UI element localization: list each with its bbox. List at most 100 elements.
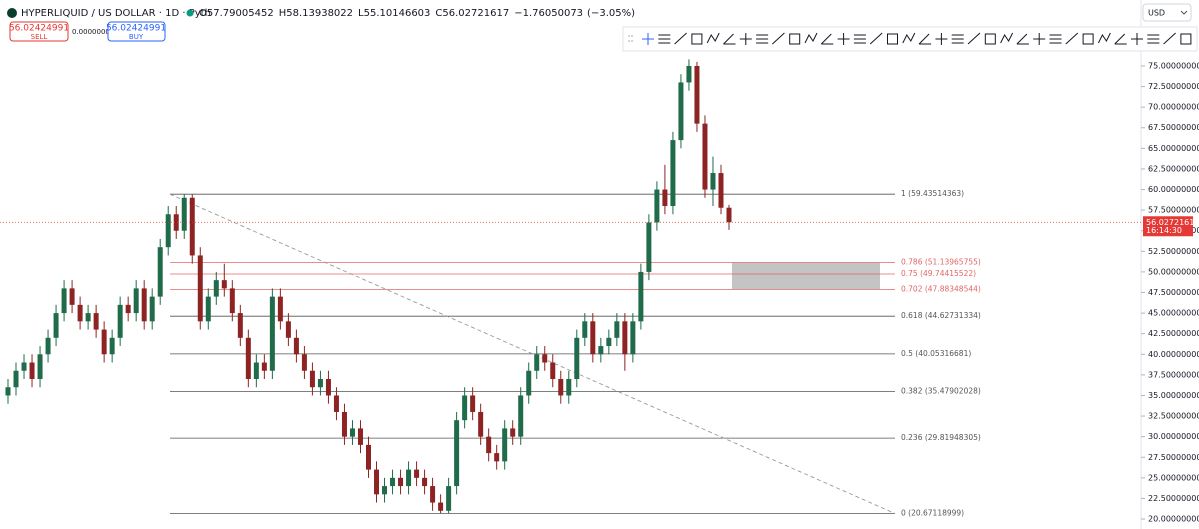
- tool-icon: [1000, 32, 1014, 44]
- tool-button[interactable]: [772, 32, 785, 45]
- tool-icon: [967, 32, 981, 45]
- y-tick-label: 75.00000000: [1148, 61, 1199, 70]
- tool-button[interactable]: [674, 32, 687, 45]
- tool-icon: [887, 33, 898, 45]
- candle-body: [550, 362, 556, 379]
- candle-body: [502, 428, 508, 462]
- tool-icon: [1147, 34, 1160, 44]
- candle-body: [269, 296, 275, 371]
- candle-body: [670, 140, 676, 207]
- tool-button[interactable]: [1033, 33, 1046, 45]
- tool-button[interactable]: [756, 34, 769, 44]
- buy-price: 56.02424991: [106, 24, 166, 34]
- tool-button[interactable]: [1016, 33, 1029, 45]
- fib-label: 0.236 (29.81948305): [901, 433, 981, 442]
- tool-button[interactable]: [658, 34, 671, 44]
- tool-button[interactable]: [1065, 32, 1079, 45]
- tool-icon: [869, 32, 883, 45]
- y-tick-label: 62.50000000: [1148, 164, 1199, 173]
- y-tick-label: 67.50000000: [1148, 123, 1199, 132]
- tool-icon: [756, 34, 769, 44]
- tool-button[interactable]: [723, 33, 736, 45]
- tool-icon: [820, 33, 834, 45]
- tool-button[interactable]: [853, 34, 866, 44]
- legend-value: 56.02721617: [442, 8, 509, 19]
- tool-button[interactable]: [918, 33, 932, 45]
- fib-label: 0.75 (49.74415522): [901, 269, 976, 278]
- candle-body: [574, 337, 580, 379]
- tool-button[interactable]: [1163, 32, 1176, 45]
- tool-icon: [1163, 32, 1176, 45]
- candle-body: [253, 362, 259, 379]
- candle-body: [702, 123, 708, 190]
- tool-button[interactable]: [984, 33, 996, 45]
- tool-icon: [772, 32, 785, 45]
- tool-button[interactable]: [837, 33, 850, 45]
- candle-body: [390, 477, 396, 487]
- tool-button[interactable]: [967, 32, 981, 45]
- sell-price: 56.02424991: [9, 24, 69, 34]
- tool-button[interactable]: [1114, 33, 1127, 45]
- candle-body: [462, 395, 468, 421]
- candle-body: [37, 354, 43, 379]
- tool-button[interactable]: [804, 32, 818, 44]
- candle-body: [341, 411, 347, 437]
- candle-body: [317, 378, 323, 388]
- tool-button[interactable]: [642, 33, 654, 45]
- candle-body: [614, 321, 620, 338]
- y-tick-label: 27.50000000: [1148, 453, 1199, 462]
- tool-icon: [789, 33, 801, 45]
- tool-button[interactable]: [739, 33, 752, 45]
- candle-body: [173, 214, 179, 231]
- buy-button[interactable]: [107, 21, 166, 42]
- tool-button[interactable]: [1082, 33, 1094, 45]
- tool-icon: [902, 32, 916, 44]
- tool-icon: [658, 34, 671, 44]
- tool-button[interactable]: [1097, 32, 1111, 44]
- tool-button[interactable]: [1147, 34, 1160, 44]
- tool-button[interactable]: [789, 33, 801, 45]
- tool-button[interactable]: [691, 33, 703, 45]
- candle-body: [446, 486, 452, 511]
- candle-body: [638, 271, 644, 322]
- tool-button[interactable]: [1180, 33, 1192, 45]
- tool-icon: [935, 33, 948, 45]
- tool-button[interactable]: [902, 32, 916, 44]
- y-tick-label: 70.00000000: [1148, 103, 1199, 112]
- y-tick-label: 60.00000000: [1148, 185, 1199, 194]
- tool-button[interactable]: [1049, 34, 1062, 44]
- tool-button[interactable]: [820, 33, 834, 45]
- candle-body: [558, 378, 564, 396]
- candle-body: [133, 288, 139, 314]
- tool-button[interactable]: [1131, 33, 1143, 45]
- tool-icon: [951, 34, 964, 44]
- tool-icon: [1131, 33, 1143, 45]
- candle-body: [542, 354, 548, 363]
- tool-icon: [1016, 33, 1029, 45]
- candle-body: [309, 370, 315, 388]
- legend-value: 57.79005452: [207, 8, 274, 19]
- tool-icon: [1097, 32, 1111, 44]
- candle-body: [526, 370, 532, 396]
- legend-value: 55.10146603: [364, 8, 431, 19]
- tool-button[interactable]: [951, 34, 964, 44]
- candle-body: [237, 313, 243, 338]
- tool-button[interactable]: [1000, 32, 1014, 44]
- y-tick-label: 50.00000000: [1148, 267, 1199, 276]
- candle-body: [510, 428, 516, 437]
- currency-select[interactable]: [1142, 3, 1192, 22]
- legend-key: O: [199, 8, 207, 19]
- sell-button[interactable]: [9, 21, 69, 42]
- market-status: [186, 9, 194, 17]
- legend-key: H: [279, 8, 287, 19]
- tool-button[interactable]: [706, 32, 720, 44]
- symbol-logo: [7, 8, 17, 18]
- candle-body: [366, 444, 371, 470]
- spread: 0.00000000: [72, 28, 114, 36]
- tool-icon: [723, 33, 736, 45]
- tool-button[interactable]: [887, 33, 898, 45]
- tool-button[interactable]: [935, 33, 948, 45]
- tool-icon: [674, 32, 687, 45]
- tool-button[interactable]: [869, 32, 883, 45]
